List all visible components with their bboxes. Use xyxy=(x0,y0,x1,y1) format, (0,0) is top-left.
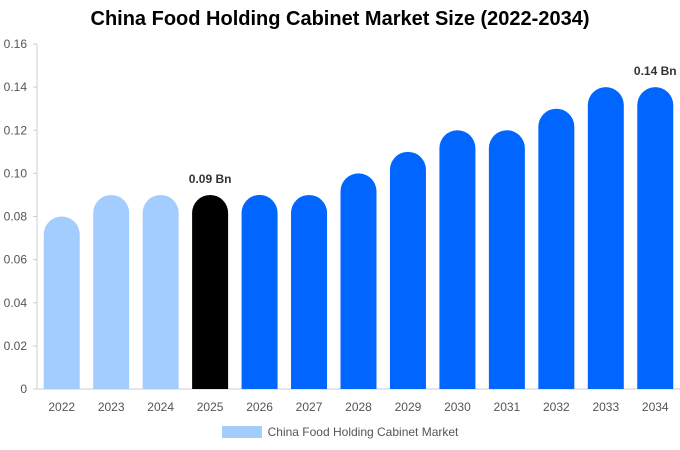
bar-2022 xyxy=(43,216,80,389)
y-tick-label: 0.10 xyxy=(4,166,28,180)
y-tick-label: 0.12 xyxy=(4,123,28,137)
x-tick-label: 2034 xyxy=(642,400,669,414)
x-tick-label: 2029 xyxy=(395,400,422,414)
bar-2027 xyxy=(291,194,328,389)
x-tick-label: 2030 xyxy=(444,400,471,414)
y-tick-label: 0.02 xyxy=(4,339,28,353)
y-tick-label: 0.06 xyxy=(4,253,28,267)
y-tick-label: 0.16 xyxy=(4,37,28,51)
bar-2030 xyxy=(439,130,476,390)
legend-label: China Food Holding Cabinet Market xyxy=(267,425,459,439)
bar-2032 xyxy=(538,108,575,389)
bar-2033 xyxy=(587,87,624,389)
y-tick-label: 0.08 xyxy=(4,210,28,224)
x-tick-label: 2028 xyxy=(345,400,372,414)
y-tick-label: 0.14 xyxy=(4,80,28,94)
data-label-2025: 0.09 Bn xyxy=(189,172,232,186)
bar-2031 xyxy=(488,130,525,389)
x-tick-label: 2024 xyxy=(147,400,174,414)
bar-2025 xyxy=(192,194,229,389)
x-tick-label: 2031 xyxy=(494,400,521,414)
y-tick-label: 0 xyxy=(20,382,27,396)
x-tick-label: 2027 xyxy=(296,400,323,414)
chart-title: China Food Holding Cabinet Market Size (… xyxy=(90,8,590,30)
x-tick-label: 2032 xyxy=(543,400,570,414)
y-tick-label: 0.04 xyxy=(4,296,28,310)
x-tick-label: 2033 xyxy=(592,400,619,414)
legend: China Food Holding Cabinet Market xyxy=(0,425,680,439)
x-tick-label: 2025 xyxy=(197,400,224,414)
x-tick-label: 2022 xyxy=(48,400,75,414)
bar-2034 xyxy=(637,87,674,389)
bar-2028 xyxy=(340,173,377,389)
legend-swatch xyxy=(221,426,262,438)
bar-2026 xyxy=(241,194,278,389)
data-label-2034: 0.14 Bn xyxy=(634,64,677,78)
x-tick-label: 2026 xyxy=(246,400,273,414)
x-tick-label: 2023 xyxy=(98,400,125,414)
bar-2024 xyxy=(142,194,179,389)
bar-2023 xyxy=(93,194,130,389)
bar-2029 xyxy=(389,151,426,389)
